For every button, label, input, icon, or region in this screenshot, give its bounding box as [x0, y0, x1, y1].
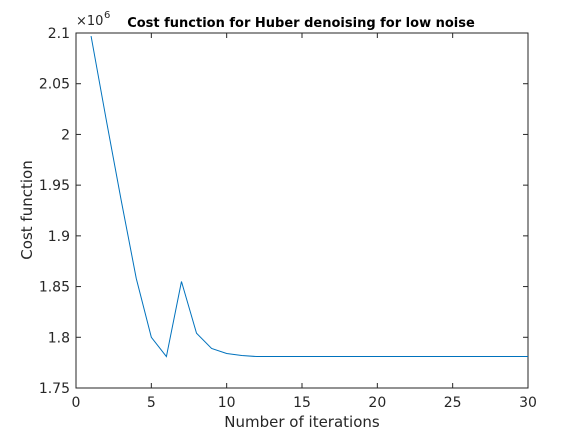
x-tick-label: 25 [444, 395, 462, 411]
y-tick-label: 1.85 [39, 280, 70, 296]
y-axis-label: Cost function [18, 160, 36, 259]
y-tick-label: 1.75 [39, 381, 70, 397]
x-ticks: 0 5 10 15 20 25 30 [72, 33, 537, 411]
x-tick-label: 5 [147, 395, 156, 411]
y-tick-label: 2.05 [39, 77, 70, 93]
x-tick-label: 15 [293, 395, 311, 411]
y-tick-label: 1.8 [48, 330, 70, 346]
y-exponent-base: ×10 [76, 14, 103, 29]
y-exponent: ×10 6 [76, 10, 110, 29]
x-axis-label: Number of iterations [224, 413, 380, 431]
y-tick-label: 1.95 [39, 178, 70, 194]
x-tick-label: 20 [368, 395, 386, 411]
plot-area [75, 32, 529, 389]
chart-title: Cost function for Huber denoising for lo… [127, 16, 475, 31]
x-tick-label: 30 [519, 395, 537, 411]
series-line [90, 35, 528, 358]
y-tick-label: 1.9 [48, 229, 70, 245]
y-exponent-power: 6 [104, 10, 110, 21]
x-tick-label: 10 [218, 395, 236, 411]
y-tick-label: 2.1 [48, 26, 70, 42]
y-tick-label: 2 [61, 127, 70, 143]
y-ticks: 1.75 1.8 1.85 1.9 1.95 2 2.05 2.1 [39, 26, 528, 397]
x-tick-label: 0 [72, 395, 81, 411]
